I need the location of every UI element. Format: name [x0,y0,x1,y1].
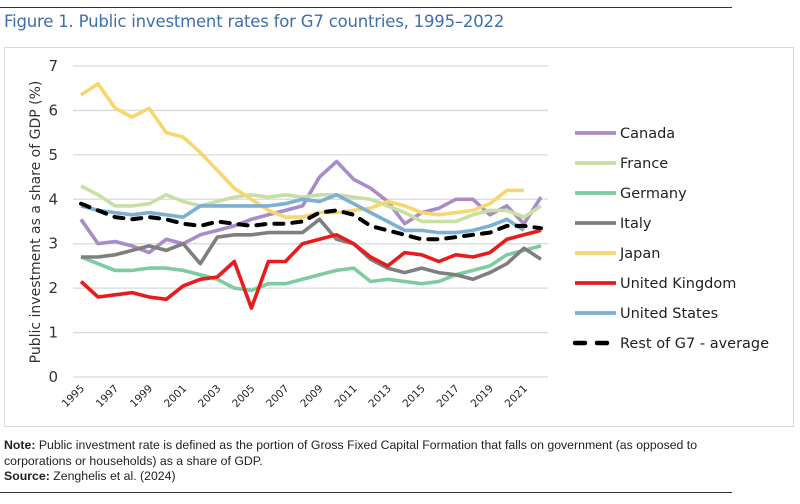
legend-label: France [620,156,668,172]
x-tick-label: 2009 [298,383,325,410]
x-tick-label: 2005 [230,383,257,410]
legend-item-france: France [575,156,668,172]
legend-label: Canada [620,126,675,142]
legend-item-united-kingdom: United Kingdom [575,276,736,292]
bottom-rule [0,492,732,493]
series-lines [79,82,543,310]
note-label: Note: [4,438,36,452]
series-line-united-kingdom [79,228,542,310]
x-tick-label: 2015 [400,383,427,410]
x-tick-label: 2021 [503,383,530,410]
note-text: Public investment rate is defined as the… [4,438,698,468]
series-line-united-states [80,193,525,235]
series-line-italy [81,217,542,282]
legend-item-germany: Germany [575,186,687,202]
legend-item-japan: Japan [575,246,660,262]
x-tick-label: 1999 [128,383,155,410]
x-tick-label: 2003 [196,383,223,410]
footnote: Note: Public investment rate is defined … [4,438,744,485]
series-line-germany [80,244,542,293]
legend-item-italy: Italy [575,216,652,232]
y-tick-label: 1 [48,324,58,342]
x-tick-label: 2001 [162,383,189,410]
source-label: Source: [4,469,50,483]
source-line: Source: Zenghelis et al. (2024) [4,469,744,485]
top-rule [0,7,732,8]
x-tick-label: 2011 [332,383,359,410]
chart-frame [4,47,794,427]
legend-label: Rest of G7 - average [620,336,769,352]
y-tick-label: 7 [48,57,58,75]
figure-title: Figure 1. Public investment rates for G7… [4,12,505,31]
series-line-canada [79,159,543,255]
x-axis-ticks: 1995 1997 1999 2001 2003 2005 2007 2009 2011 2013… [60,383,530,410]
y-tick-label: 6 [48,101,58,119]
y-axis-ticks: 0 1 2 3 4 5 6 7 [48,57,58,386]
x-tick-label: 2013 [366,383,393,410]
x-tick-label: 2017 [435,383,462,410]
series-line-rest-of-g7-average [79,201,543,242]
x-tick-label: 2019 [469,383,496,410]
series-line-japan [80,82,524,219]
y-tick-label: 5 [48,146,58,164]
legend-item-united-states: United States [575,306,718,322]
y-tick-label: 0 [48,368,58,386]
legend-label: United States [620,306,718,322]
y-axis-label: Public investment as a share of GDP (%) [28,81,44,364]
y-tick-label: 2 [48,279,58,297]
x-tick-label: 2007 [264,383,291,410]
source-text: Zenghelis et al. (2024) [49,469,176,483]
legend: Canada France Germany Italy Japan United King… [572,126,769,352]
legend-label: United Kingdom [620,276,736,292]
series-line-france [80,184,542,224]
x-tick-label: 1997 [94,383,121,410]
legend-label: Germany [620,186,687,202]
gridlines [73,65,548,378]
y-tick-label: 3 [48,235,58,253]
note-line: Note: Public investment rate is defined … [4,438,744,469]
y-tick-label: 4 [48,190,58,208]
legend-label: Italy [620,216,652,232]
x-tick-label: 1995 [60,383,87,410]
legend-label: Japan [619,246,660,262]
legend-item-rest-of-g7-average: Rest of G7 - average [572,336,769,352]
legend-item-canada: Canada [575,126,675,142]
